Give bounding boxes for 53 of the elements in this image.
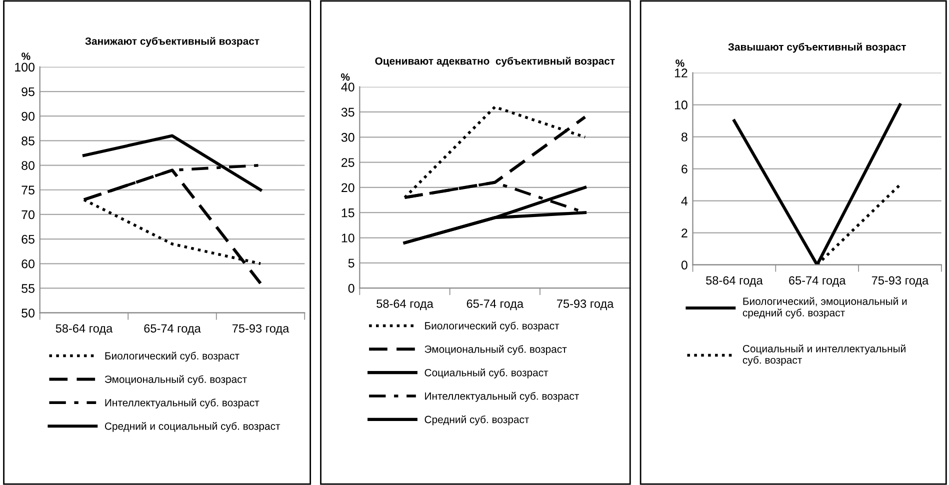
y-tick-label: 100 bbox=[15, 62, 35, 72]
legend-label: Эмоциональный суб. возраст bbox=[104, 375, 247, 386]
legend-label: Биологический, эмоциональный и средний суб. возраст bbox=[742, 297, 907, 318]
x-tick-label: 65-74 года bbox=[144, 324, 201, 335]
x-tick-label: 65-74 года bbox=[789, 276, 846, 287]
y-tick-label: 95 bbox=[22, 87, 34, 96]
y-tick-label: 35 bbox=[341, 108, 354, 117]
x-tick-label: 75-93 года bbox=[557, 300, 614, 310]
y-tick-label: 60 bbox=[22, 259, 35, 268]
chart-title: Оценивают адекватно субъективный возраст bbox=[375, 56, 615, 67]
y-tick-label: 10 bbox=[674, 100, 688, 110]
y-tick-label: 30 bbox=[341, 132, 354, 142]
y-tick-label: 10 bbox=[342, 234, 354, 242]
y-tick-label: 80 bbox=[22, 161, 35, 170]
y-tick-label: 4 bbox=[681, 196, 688, 206]
x-tick-label: 58-64 года bbox=[376, 300, 434, 310]
y-tick-label: 40 bbox=[341, 82, 354, 92]
y-tick-label: 0 bbox=[348, 284, 354, 293]
y-axis-title: % bbox=[676, 60, 684, 67]
y-tick-label: 85 bbox=[22, 136, 34, 146]
x-tick-label: 58-64 года bbox=[706, 276, 763, 287]
legend-label: Биологический суб. возраст bbox=[105, 352, 240, 362]
y-tick-label: 15 bbox=[342, 208, 354, 218]
legend-label: Интеллектуальный суб. возраст bbox=[425, 392, 579, 402]
y-tick-label: 75 bbox=[22, 186, 34, 195]
x-tick-label: 75-93 года bbox=[872, 276, 929, 287]
legend-label: Средний и социальный суб. возраст bbox=[104, 422, 280, 432]
y-tick-label: 25 bbox=[342, 158, 354, 167]
x-tick-label: 58-64 года bbox=[56, 324, 113, 335]
y-tick-label: 2 bbox=[682, 228, 688, 238]
y-tick-label: 70 bbox=[22, 210, 35, 220]
y-tick-label: 20 bbox=[342, 183, 354, 192]
y-tick-label: 5 bbox=[348, 258, 354, 268]
chart-title: Завышают субъективный возраст bbox=[728, 42, 906, 53]
y-tick-label: 0 bbox=[681, 260, 688, 270]
chart-title: Занижают субъективный возраст bbox=[85, 36, 260, 47]
y-tick-label: 12 bbox=[674, 68, 688, 78]
legend-label: Биологический суб. возраст bbox=[425, 322, 560, 332]
x-tick-label: 65-74 года bbox=[466, 300, 524, 310]
y-tick-label: 50 bbox=[22, 308, 35, 318]
legend-label: Интеллектуальный суб. возраст bbox=[105, 398, 260, 408]
y-tick-label: 90 bbox=[22, 112, 35, 121]
y-axis-title: % bbox=[22, 52, 30, 60]
y-tick-label: 55 bbox=[22, 284, 34, 293]
y-tick-label: 6 bbox=[682, 164, 688, 174]
y-axis-title: % bbox=[340, 73, 350, 81]
legend-label: Социальный суб. возраст bbox=[424, 368, 548, 378]
x-tick-label: 75-93 года bbox=[232, 324, 290, 335]
legend-label: Средний суб. возраст bbox=[424, 415, 530, 426]
legend-label: Эмоциональный суб. возраст bbox=[424, 345, 567, 355]
legend-label: Социальный и интеллектуальный суб. возраст bbox=[742, 344, 906, 366]
y-tick-label: 65 bbox=[22, 234, 34, 244]
y-tick-label: 8 bbox=[682, 132, 688, 142]
